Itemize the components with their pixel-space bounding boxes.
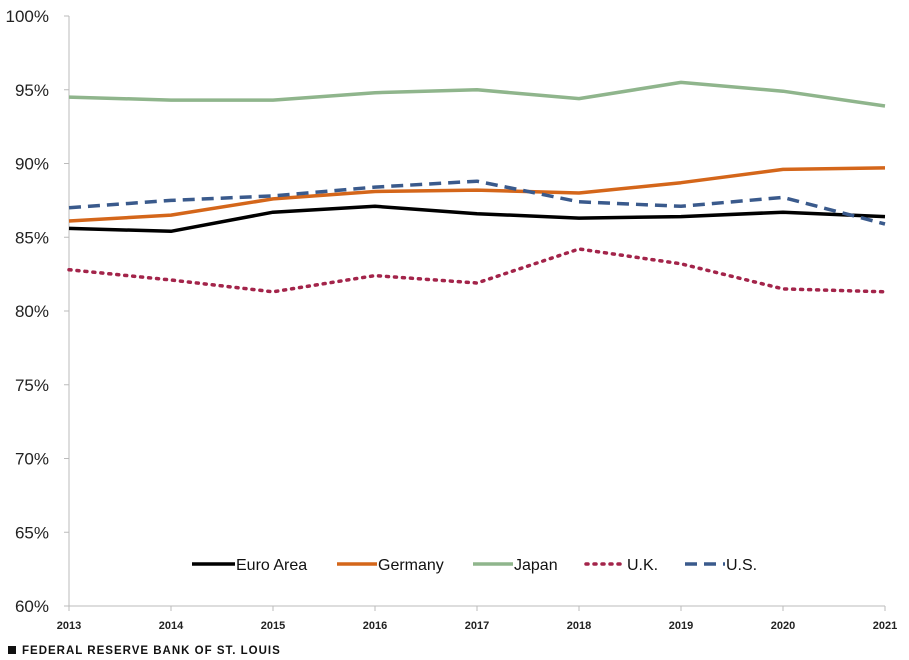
x-tick-label: 2014 xyxy=(159,620,184,632)
legend: Euro Area Germany Japan U.K. U.S. xyxy=(192,557,757,574)
series-layer xyxy=(67,80,887,294)
legend-label-u-s: U.S. xyxy=(726,557,757,574)
legend-label-u-k: U.K. xyxy=(627,557,658,574)
series-line-u-k xyxy=(67,247,887,294)
y-tick-label: 85% xyxy=(15,228,49,247)
y-axis-ticks: 60% 65% 70% 75% 80% 85% 90% 95% 100% xyxy=(6,7,69,616)
x-axis-ticks: 2013 2014 2015 2016 2017 2018 2019 2020 2021 xyxy=(57,606,897,632)
y-tick-label: 75% xyxy=(15,376,49,395)
source-footer: FEDERAL RESERVE BANK OF ST. LOUIS xyxy=(8,645,281,657)
y-tick-label: 95% xyxy=(15,81,49,100)
y-tick-label: 100% xyxy=(6,7,49,26)
x-tick-label: 2013 xyxy=(57,620,81,632)
x-tick-label: 2021 xyxy=(873,620,897,632)
series-line-japan xyxy=(68,80,886,108)
x-tick-label: 2018 xyxy=(567,620,591,632)
y-tick-label: 65% xyxy=(15,523,49,542)
y-tick-label: 80% xyxy=(15,302,49,321)
legend-label-euro-area: Euro Area xyxy=(236,557,307,574)
x-tick-label: 2016 xyxy=(363,620,387,632)
y-tick-label: 60% xyxy=(15,597,49,616)
legend-label-germany: Germany xyxy=(378,557,444,574)
x-tick-label: 2020 xyxy=(771,620,795,632)
series-line-germany xyxy=(68,166,886,223)
y-tick-label: 70% xyxy=(15,450,49,469)
x-tick-label: 2017 xyxy=(465,620,489,632)
series-line-u-s xyxy=(68,179,886,226)
x-tick-label: 2015 xyxy=(261,620,285,632)
footer-square-icon xyxy=(8,646,16,654)
x-tick-label: 2019 xyxy=(669,620,693,632)
legend-label-japan: Japan xyxy=(514,557,558,574)
series-line-euro-area xyxy=(68,204,886,234)
y-tick-label: 90% xyxy=(15,155,49,174)
footer-source-text: FEDERAL RESERVE BANK OF ST. LOUIS xyxy=(22,645,281,657)
